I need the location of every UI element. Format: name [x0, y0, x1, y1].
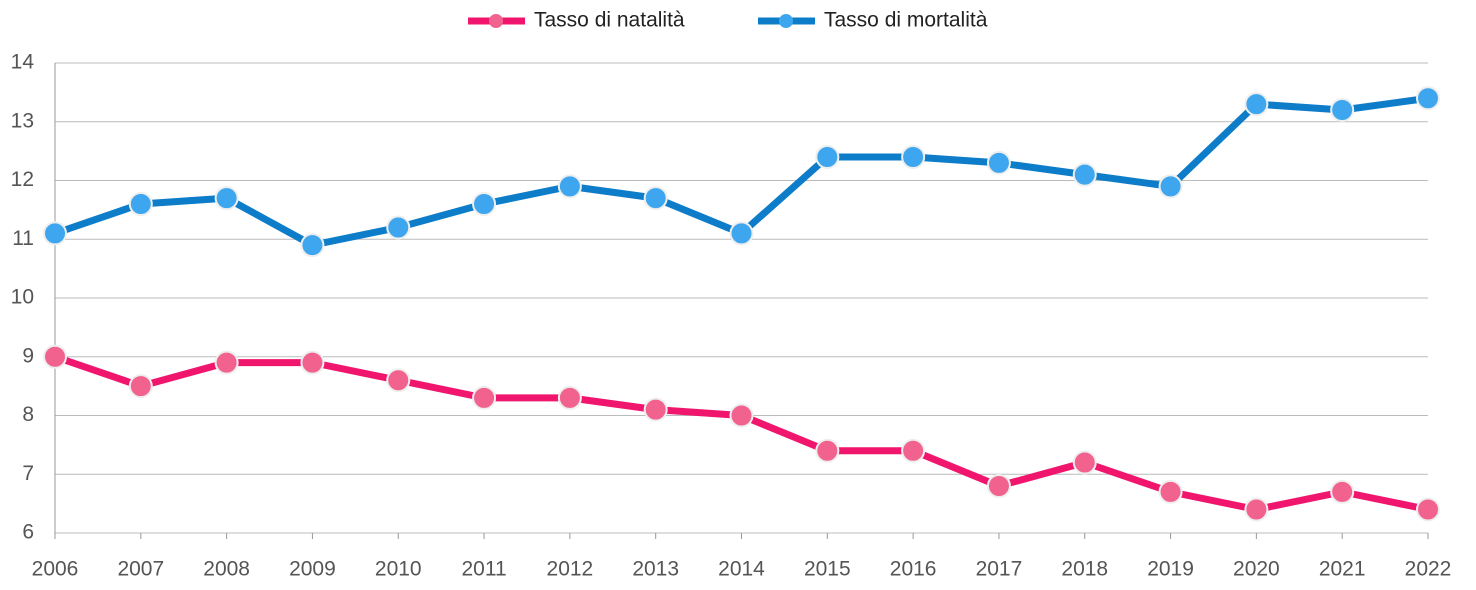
y-tick-label: 10	[11, 286, 34, 309]
data-point	[1244, 92, 1269, 117]
data-point	[557, 385, 582, 410]
y-tick-label: 8	[22, 403, 34, 426]
data-point	[300, 233, 325, 258]
data-point	[472, 385, 497, 410]
data-point	[643, 186, 668, 211]
x-tick-label: 2007	[117, 558, 164, 581]
data-point	[214, 186, 239, 211]
data-point	[643, 397, 668, 422]
y-tick-label: 14	[11, 51, 35, 74]
legend-label: Tasso di natalità	[534, 9, 685, 32]
data-point	[300, 350, 325, 375]
y-tick-label: 6	[22, 521, 34, 544]
y-tick-label: 11	[12, 227, 34, 250]
x-tick-label: 2020	[1233, 558, 1280, 581]
data-point	[986, 150, 1011, 175]
x-tick-label: 2017	[976, 558, 1023, 581]
data-point	[43, 221, 67, 246]
data-point	[557, 174, 582, 199]
data-point	[815, 438, 840, 463]
y-tick-label: 9	[22, 344, 34, 367]
x-tick-label: 2006	[32, 558, 79, 581]
legend-marker	[489, 14, 503, 28]
data-point	[729, 221, 754, 246]
data-point	[1330, 479, 1355, 504]
data-point	[1072, 450, 1097, 475]
data-point	[386, 215, 411, 240]
data-point	[901, 145, 926, 169]
x-tick-label: 2014	[718, 558, 765, 581]
data-point	[386, 368, 411, 393]
data-point	[1416, 497, 1440, 522]
data-point	[1416, 86, 1440, 111]
x-tick-label: 2008	[203, 558, 250, 581]
x-tick-label: 2015	[804, 558, 851, 581]
data-point	[1158, 479, 1183, 504]
x-tick-label: 2011	[461, 558, 506, 581]
data-point	[1158, 174, 1183, 199]
x-tick-label: 2016	[890, 558, 937, 581]
data-point	[43, 344, 67, 369]
x-tick-label: 2009	[289, 558, 336, 581]
x-tick-label: 2018	[1061, 558, 1108, 581]
y-tick-label: 7	[22, 462, 34, 485]
data-point	[1244, 497, 1269, 522]
data-point	[1330, 98, 1355, 122]
x-tick-label: 2013	[632, 558, 679, 581]
x-tick-label: 2019	[1147, 558, 1194, 581]
x-tick-label: 2010	[375, 558, 422, 581]
data-point	[1072, 162, 1097, 187]
data-point	[815, 145, 840, 169]
data-point	[986, 474, 1011, 498]
legend-marker	[779, 14, 793, 28]
legend: Tasso di natalità Tasso di mortalità	[468, 9, 988, 32]
x-tick-label: 2012	[547, 558, 594, 581]
data-point	[128, 374, 153, 399]
x-tick-label: 2022	[1405, 558, 1452, 581]
series-line	[53, 353, 1429, 513]
y-tick-label: 13	[11, 109, 34, 132]
data-point	[901, 438, 926, 463]
data-point	[729, 403, 754, 428]
x-tick-label: 2021	[1319, 558, 1366, 581]
data-point	[128, 192, 153, 216]
data-point	[472, 192, 497, 216]
legend-label: Tasso di mortalità	[824, 9, 988, 32]
data-point	[214, 350, 239, 375]
y-tick-label: 12	[11, 168, 34, 191]
